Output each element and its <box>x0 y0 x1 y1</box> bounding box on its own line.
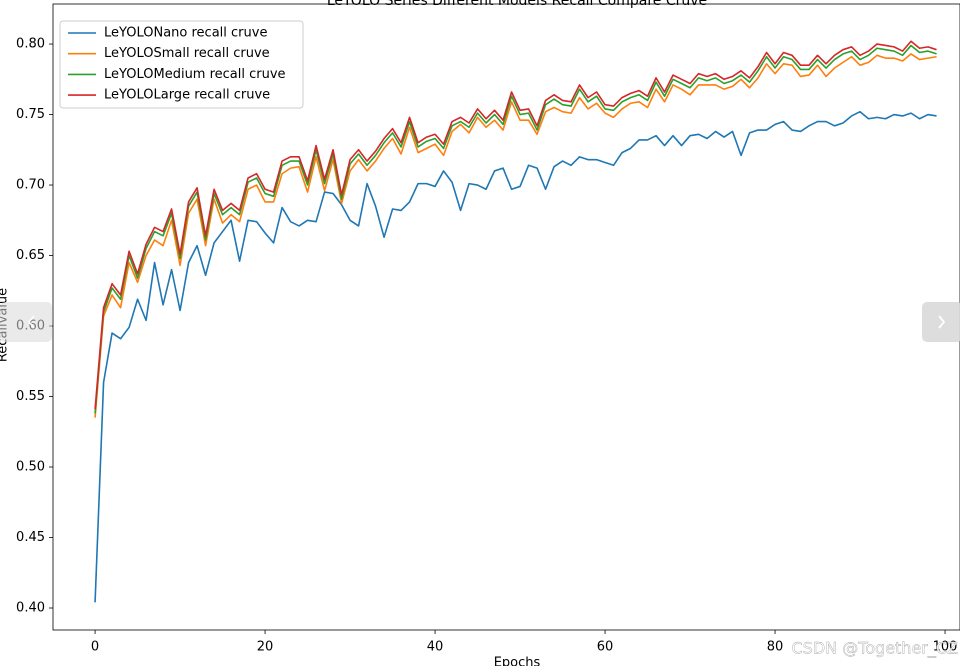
y-tick-label: 0.40 <box>16 601 45 616</box>
y-tick-label: 0.55 <box>16 389 45 404</box>
y-tick-label: 0.75 <box>16 107 45 122</box>
x-tick-label: 20 <box>257 640 274 655</box>
prev-arrow-icon <box>28 315 35 329</box>
legend-label: LeYOLOMedium recall cruve <box>104 67 286 82</box>
x-tick-label: 80 <box>767 640 784 655</box>
y-tick-label: 0.45 <box>16 530 45 545</box>
next-arrow-icon <box>938 315 946 329</box>
y-tick-label: 0.50 <box>16 460 45 475</box>
plot-area: 0204060801000.400.450.500.550.600.650.70… <box>16 3 960 655</box>
legend-label: LeYOLONano recall cruve <box>104 26 267 41</box>
series-line <box>94 53 937 418</box>
legend-box <box>59 20 304 109</box>
legend-label: LeYOLOLarge recall cruve <box>104 88 270 103</box>
series-line <box>94 110 937 603</box>
legend-label: LeYOLOSmall recall cruve <box>104 46 270 61</box>
x-tick-label: 100 <box>933 640 958 655</box>
carousel-prev-button[interactable] <box>0 302 52 342</box>
series-line <box>94 44 937 414</box>
x-axis-label: Epochs <box>494 656 541 666</box>
carousel-next-button[interactable] <box>922 302 960 342</box>
x-tick-label: 60 <box>597 640 614 655</box>
chart-title: LeYOLO Series Different Models Recall Co… <box>327 0 707 9</box>
watermark: CSDN @Together_CZ <box>791 639 958 659</box>
axes-frame <box>52 3 960 631</box>
series-line <box>94 40 937 410</box>
y-tick-label: 0.65 <box>16 248 45 263</box>
legend: LeYOLONano recall cruve LeYOLOSmall recal… <box>59 20 304 109</box>
x-tick-label: 0 <box>91 640 99 655</box>
y-tick-label: 0.70 <box>16 178 45 193</box>
y-tick-label: 0.80 <box>16 37 45 52</box>
x-tick-label: 40 <box>427 640 444 655</box>
